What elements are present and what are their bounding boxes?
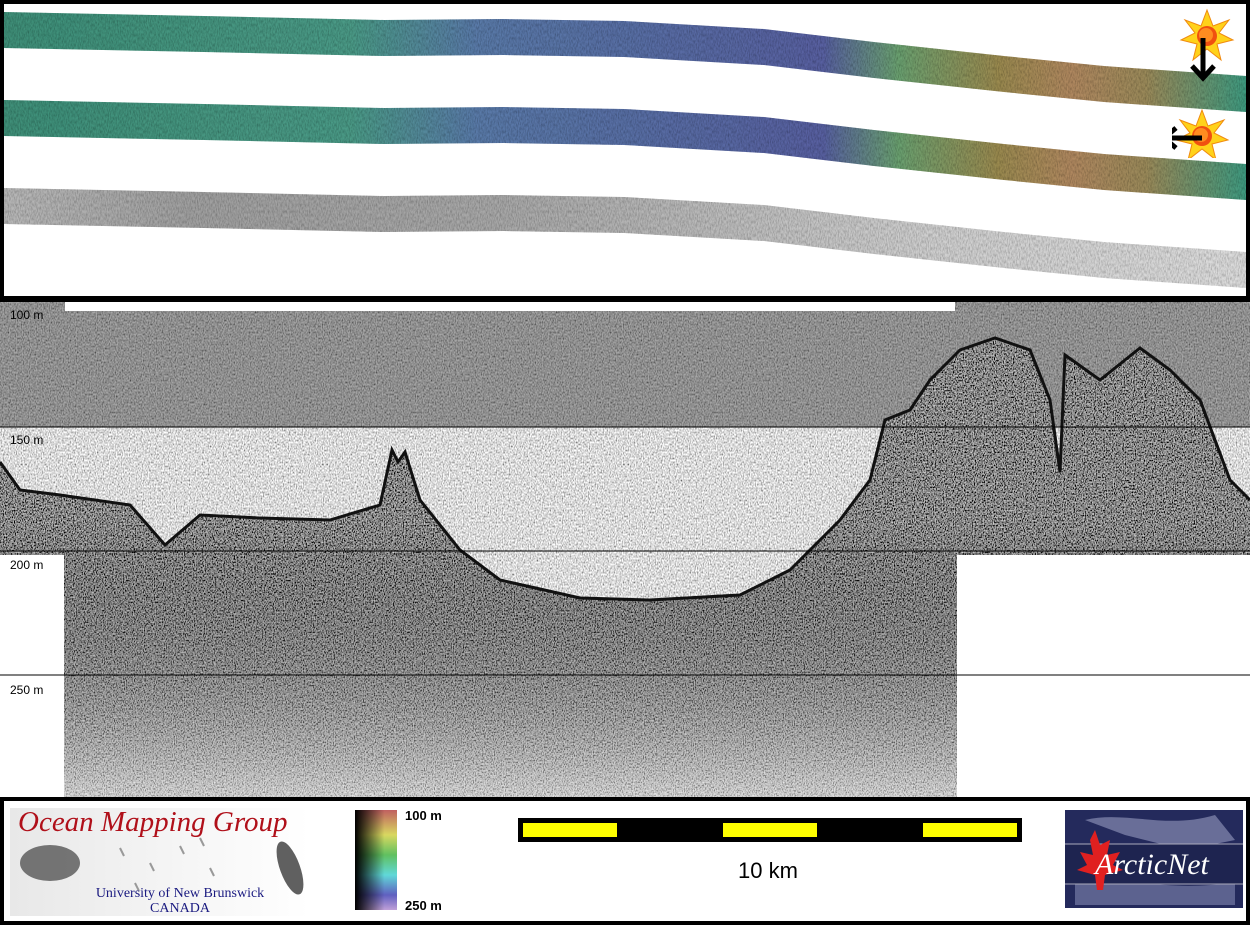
swath-backscatter xyxy=(4,188,1246,288)
depth-colorbar xyxy=(355,810,397,910)
arrow-left-icon xyxy=(1172,126,1202,150)
scale-bar-segment xyxy=(723,823,817,837)
arcticnet-logo-graphic xyxy=(1065,815,1243,905)
arcticnet-logo-text: ArcticNet xyxy=(1095,848,1209,881)
swath-shaded-north xyxy=(4,12,1246,112)
scale-bar xyxy=(518,818,1022,842)
maple-leaf-icon xyxy=(1077,830,1123,890)
depth-label-250: 250 m xyxy=(10,683,44,697)
omg-logo xyxy=(10,808,310,916)
no-data-left xyxy=(0,555,64,797)
depth-gridlines xyxy=(0,426,1250,676)
profile-panel: 100 m 150 m 200 m 250 m xyxy=(0,302,1250,797)
illumination-icons xyxy=(1172,8,1235,158)
subbottom-profile xyxy=(0,302,1250,797)
omg-logo-country: CANADA xyxy=(150,901,210,916)
swath-shaded-east xyxy=(4,100,1246,200)
sun-icon xyxy=(1174,108,1230,158)
colorbar-bottom-label: 250 m xyxy=(405,898,442,913)
colorbar-top-label: 100 m xyxy=(405,808,442,823)
no-data-right xyxy=(957,555,1250,797)
depth-label-100: 100 m xyxy=(10,308,44,322)
arrow-down-icon xyxy=(1190,38,1216,82)
scale-bar-label: 10 km xyxy=(738,858,798,883)
arcticnet-logo xyxy=(1065,810,1243,908)
sun-icon xyxy=(1179,8,1235,62)
omg-logo-title: Ocean Mapping Group xyxy=(18,806,288,838)
no-data-top xyxy=(65,302,955,311)
swath-panel xyxy=(4,4,1246,296)
omg-logo-university: University of New Brunswick xyxy=(95,886,265,901)
scale-bar-segment xyxy=(523,823,617,837)
depth-label-150: 150 m xyxy=(10,433,44,447)
omg-logo-graphic xyxy=(20,837,304,895)
depth-label-200: 200 m xyxy=(10,558,44,572)
scale-bar-segment xyxy=(923,823,1017,837)
seafloor-reflector xyxy=(0,336,1250,602)
swath-images xyxy=(4,12,1246,288)
